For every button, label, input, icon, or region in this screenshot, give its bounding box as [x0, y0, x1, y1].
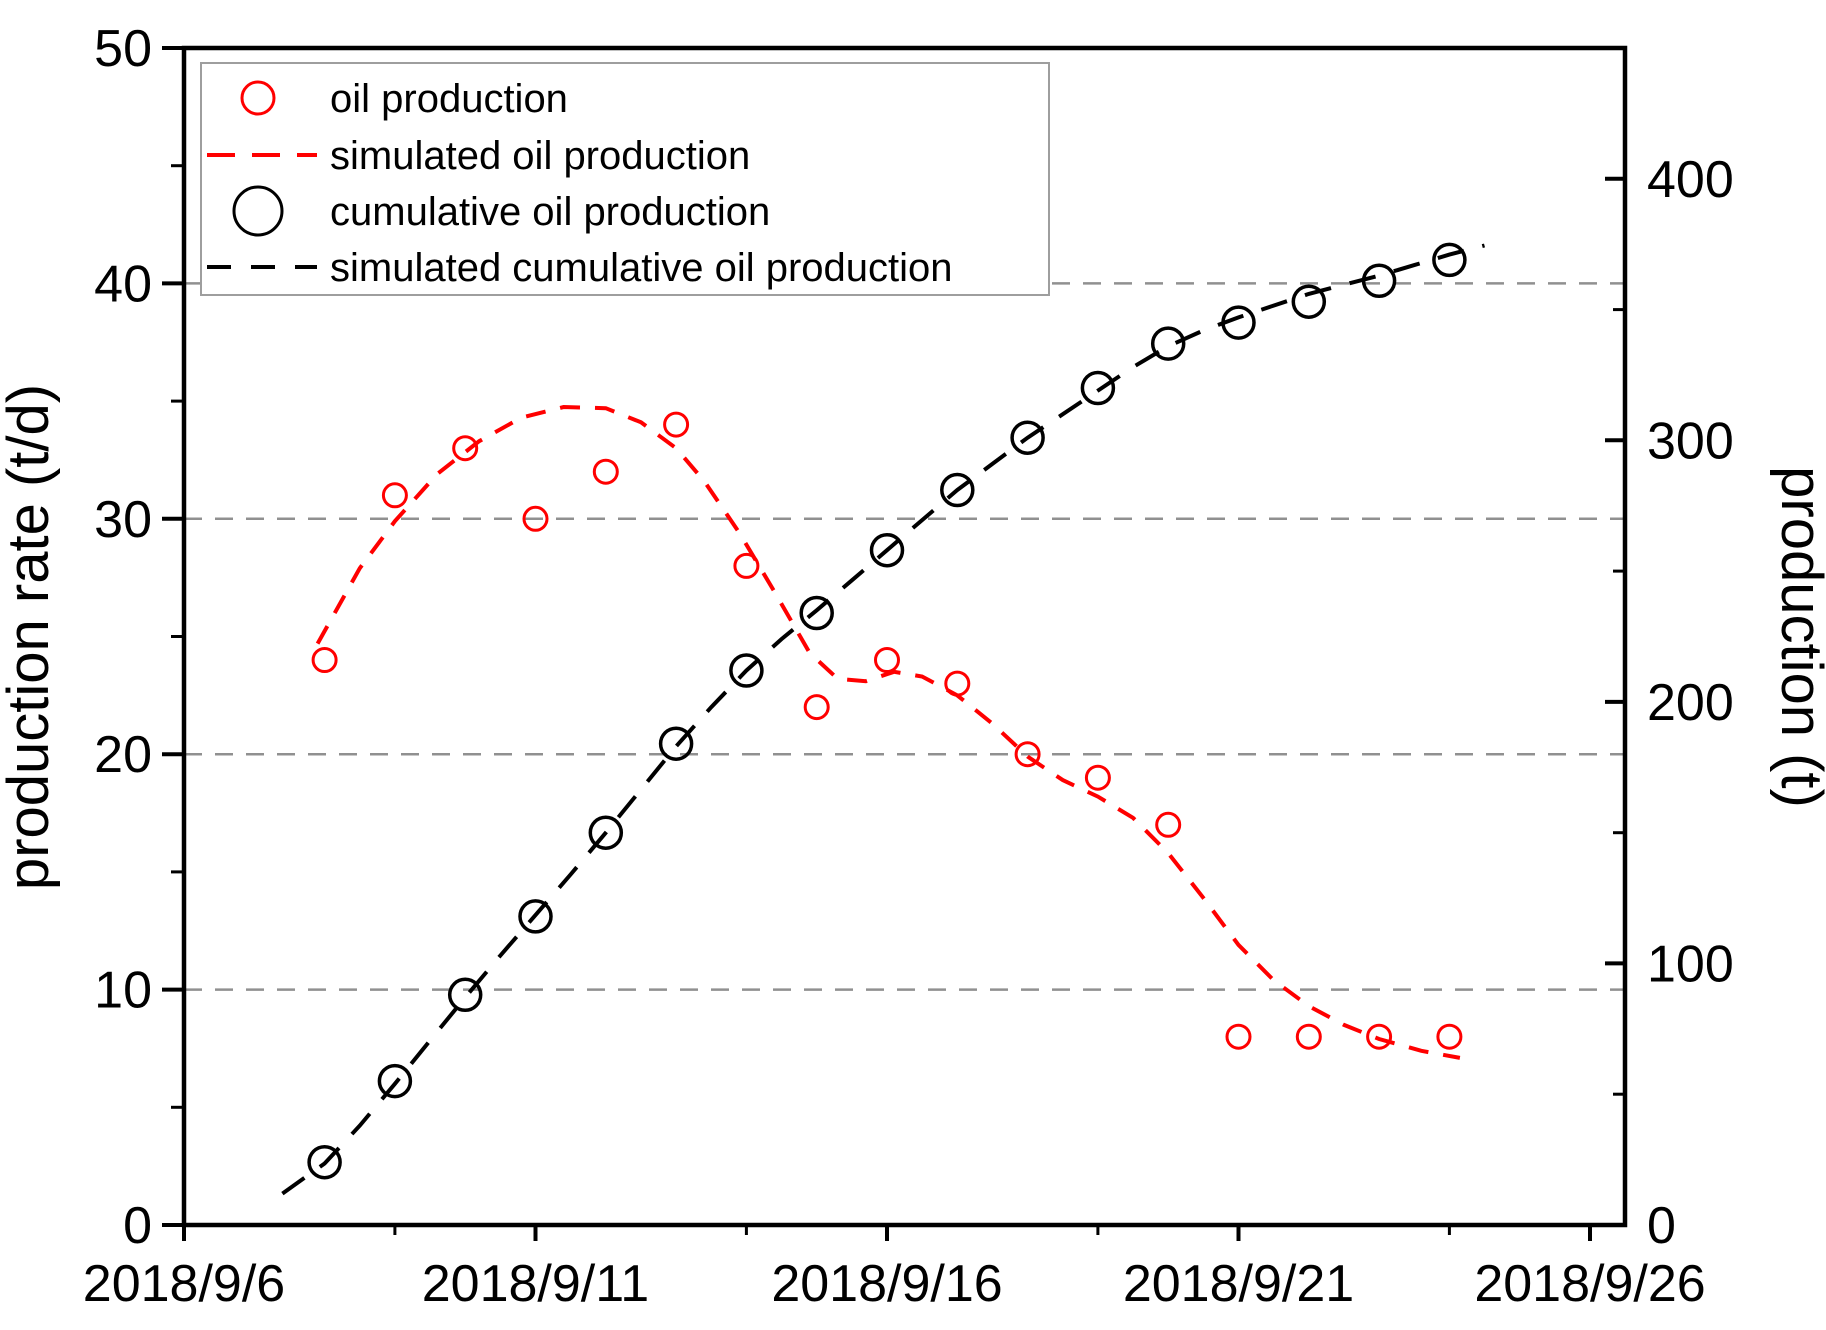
- data-point-series-0: [381, 482, 408, 509]
- tick-label: 0: [123, 1197, 152, 1255]
- data-point-series-2: [518, 899, 553, 934]
- tick-label: 2018/9/6: [83, 1255, 285, 1313]
- tick-label: 50: [94, 20, 152, 78]
- tick-label: 2018/9/26: [1474, 1255, 1705, 1313]
- data-point-series-0: [1366, 1023, 1393, 1050]
- data-point-series-2: [377, 1063, 413, 1099]
- data-point-series-2: [588, 815, 624, 850]
- tick-label: 300: [1647, 412, 1734, 470]
- tick-label: 100: [1647, 935, 1734, 993]
- legend-label-simulated-cumulative-oil-production: simulated cumulative oil production: [330, 246, 953, 290]
- tick-label: 40: [94, 255, 152, 313]
- data-point-series-0: [522, 505, 549, 532]
- legend-marker-cumulative-oil-production-icon: [232, 185, 284, 237]
- data-point-series-2: [1291, 284, 1327, 319]
- data-point-series-0: [452, 435, 479, 462]
- data-point-series-2: [1432, 242, 1467, 278]
- data-point-series-0: [803, 694, 830, 721]
- data-point-series-0: [733, 552, 760, 579]
- series-line-3: [281, 243, 1486, 1196]
- data-point-series-2: [658, 726, 694, 761]
- data-point-series-2: [1150, 326, 1186, 361]
- tick-label: 30: [94, 491, 152, 549]
- data-point-series-2: [1361, 263, 1397, 299]
- tick-label: 2018/9/11: [422, 1255, 649, 1313]
- legend: oil production simulated oil production …: [200, 62, 1050, 296]
- y-right-axis-title: production (t): [1769, 466, 1826, 808]
- data-point-series-0: [1295, 1023, 1322, 1050]
- tick-label: 10: [94, 962, 152, 1020]
- tick-label: 20: [94, 726, 152, 784]
- legend-box: [200, 62, 1050, 296]
- y-left-axis-title: production rate (t/d): [0, 384, 61, 890]
- data-point-series-2: [307, 1144, 342, 1180]
- legend-marker-oil-production-icon: [240, 80, 276, 116]
- data-point-series-2: [799, 595, 834, 631]
- tick-label: 0: [1647, 1197, 1676, 1255]
- data-point-series-0: [1436, 1023, 1463, 1050]
- data-point-series-0: [592, 458, 619, 485]
- series-line-1: [315, 404, 1461, 1060]
- data-point-series-0: [311, 647, 338, 673]
- tick-label: 200: [1647, 674, 1734, 732]
- tick-label: 400: [1647, 151, 1734, 209]
- data-point-series-2: [869, 532, 905, 568]
- legend-label-simulated-oil-production: simulated oil production: [330, 134, 750, 178]
- data-point-series-2: [447, 977, 483, 1013]
- data-point-series-0: [874, 647, 900, 673]
- data-point-series-0: [1014, 741, 1041, 768]
- data-point-series-2: [940, 472, 975, 508]
- data-point-series-2: [1010, 420, 1045, 455]
- data-point-series-0: [1084, 764, 1111, 791]
- tick-label: 2018/9/16: [771, 1255, 1002, 1313]
- data-point-series-2: [1080, 370, 1116, 406]
- data-point-series-2: [729, 653, 764, 688]
- legend-label-oil-production: oil production: [330, 77, 568, 121]
- legend-label-cumulative-oil-production: cumulative oil production: [330, 190, 770, 234]
- tick-label: 2018/9/21: [1123, 1255, 1354, 1313]
- data-point-series-0: [663, 411, 690, 438]
- data-point-series-0: [1155, 811, 1182, 838]
- data-point-series-0: [1225, 1023, 1252, 1050]
